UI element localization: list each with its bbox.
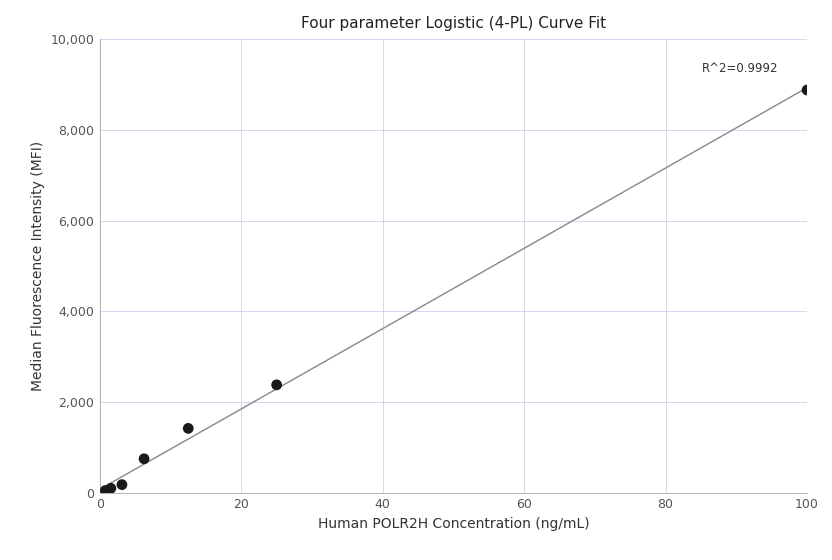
Text: R^2=0.9992: R^2=0.9992 [702,63,779,76]
Point [137,454,151,463]
Point [181,424,195,433]
Point [104,484,117,493]
Point [800,86,814,95]
Point [99,486,112,495]
Y-axis label: Median Fluorescence Intensity (MFI): Median Fluorescence Intensity (MFI) [31,141,45,391]
Title: Four parameter Logistic (4-PL) Curve Fit: Four parameter Logistic (4-PL) Curve Fit [301,16,606,31]
X-axis label: Human POLR2H Concentration (ng/mL): Human POLR2H Concentration (ng/mL) [318,517,589,531]
Point [116,480,129,489]
Point [270,380,283,389]
